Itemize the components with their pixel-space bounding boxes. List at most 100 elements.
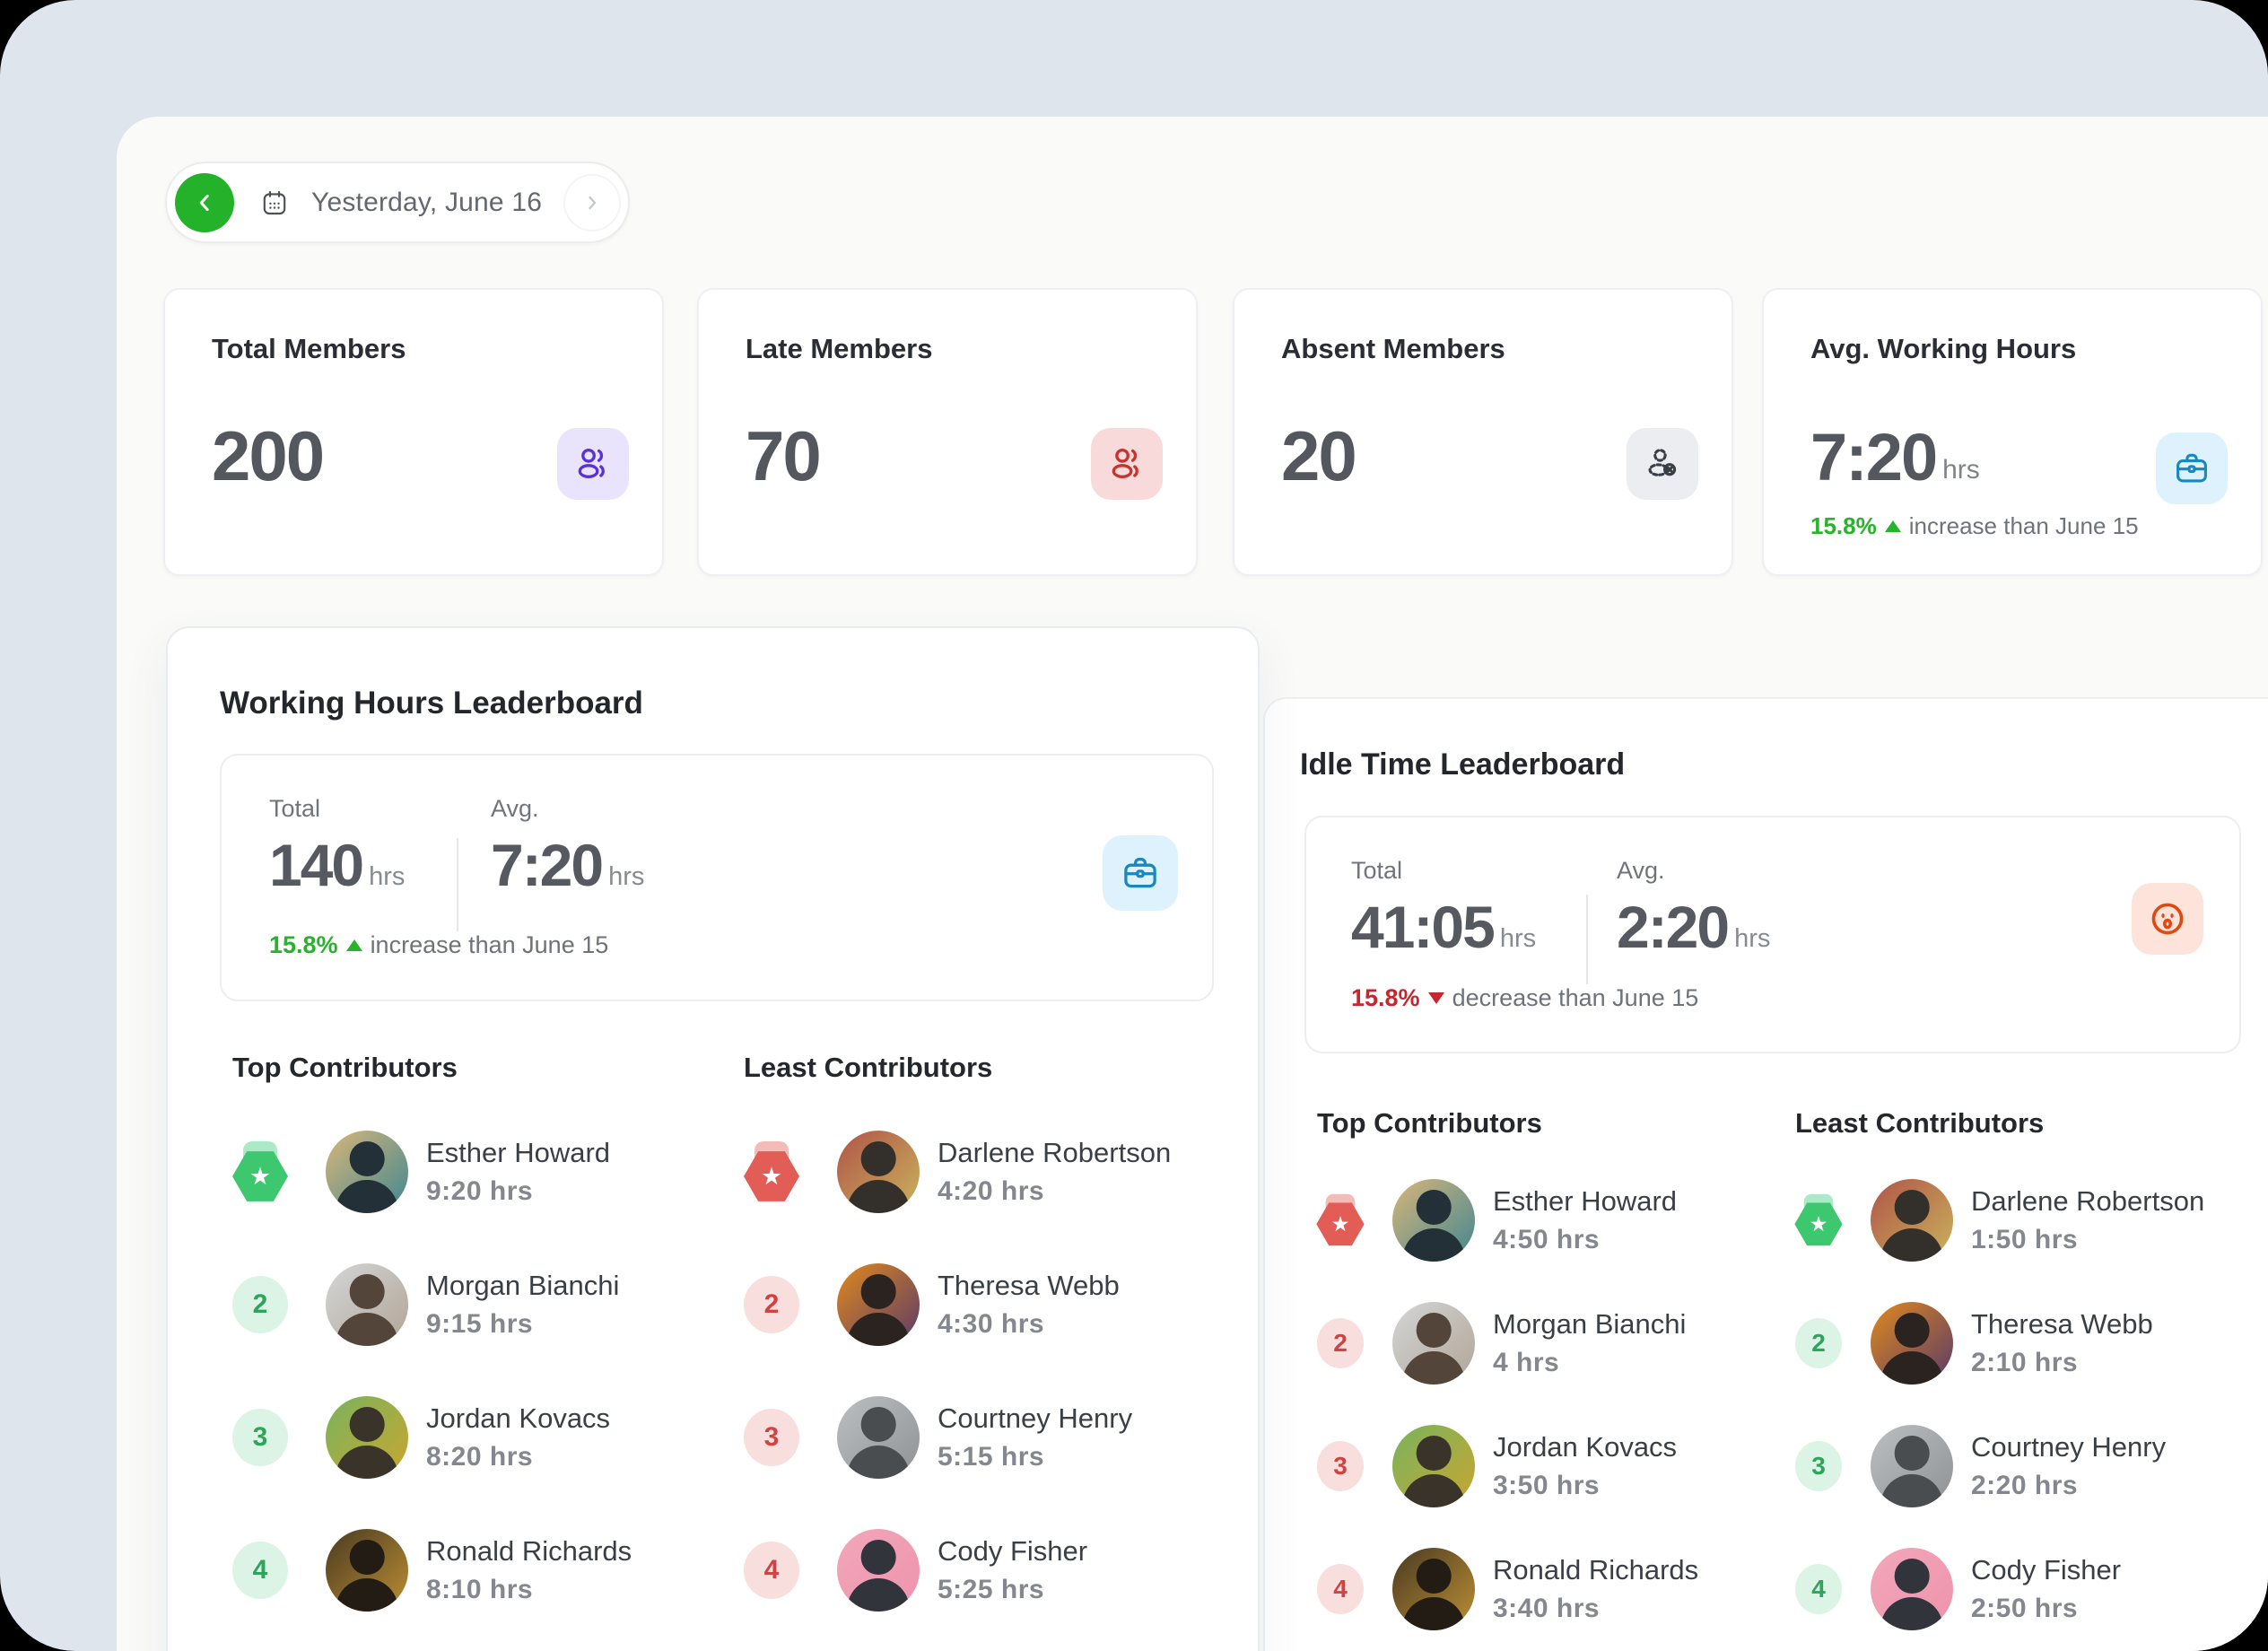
least-contributors-column: Least Contributors ★ Darlene Robertson 1… xyxy=(1794,1107,2268,1651)
member-name: Courtney Henry xyxy=(938,1402,1133,1434)
avg-value: 2:20 xyxy=(1617,894,1730,960)
member-info: Courtney Henry 2:20 hrs xyxy=(1971,1431,2166,1500)
rank-badge: 3 xyxy=(1317,1441,1364,1491)
member-hours: 9:20 hrs xyxy=(426,1176,534,1207)
rank-badge: 4 xyxy=(744,1542,799,1599)
member-hours: 5:15 hrs xyxy=(938,1442,1045,1472)
top-contributors-column: Top Contributors ★ Esther Howard 4:50 hr… xyxy=(1316,1107,1775,1651)
medal-star-icon: ★ xyxy=(744,1141,799,1202)
member-info: Darlene Robertson 4:20 hrs xyxy=(938,1136,1172,1206)
stat-title: Late Members xyxy=(746,333,933,364)
avatar xyxy=(1871,1425,1953,1507)
increase-arrow-icon xyxy=(345,939,362,951)
avg-value: 7:20 xyxy=(491,832,604,898)
stat-card-total-members: Total Members 200 xyxy=(163,288,664,576)
stat-title: Avg. Working Hours xyxy=(1810,333,2077,364)
total-group: Total 41:05 hrs xyxy=(1351,857,1536,957)
avg-label: Avg. xyxy=(491,795,539,822)
total-group: Total 140 hrs xyxy=(269,795,405,895)
working-hours-summary: Total 140 hrs Avg. 7:20 hrs 15.8% increa… xyxy=(220,754,1214,1001)
chevron-right-icon xyxy=(581,192,603,214)
next-day-button[interactable] xyxy=(563,173,621,231)
star-icon: ★ xyxy=(1316,1202,1365,1246)
leaderboard-row: 4 Cody Fisher 2:50 hrs xyxy=(1795,1548,2268,1630)
rank-number: 2 xyxy=(1317,1318,1364,1368)
total-value: 140 xyxy=(269,832,364,898)
rank-number: 4 xyxy=(744,1542,799,1599)
decrease-arrow-icon xyxy=(1427,992,1444,1004)
member-name: Esther Howard xyxy=(1493,1184,1678,1217)
avg-group: Avg. 2:20 hrs xyxy=(1617,857,1770,957)
rank-number: 2 xyxy=(744,1276,799,1333)
member-info: Ronald Richards 3:40 hrs xyxy=(1493,1554,1698,1624)
total-label: Total xyxy=(269,795,321,822)
member-info: Cody Fisher 5:25 hrs xyxy=(938,1534,1088,1605)
leaderboard-row: ★ Darlene Robertson 4:20 hrs xyxy=(744,1131,1246,1213)
member-info: Theresa Webb 2:10 hrs xyxy=(1971,1308,2153,1378)
calendar-icon xyxy=(260,188,289,217)
avatar xyxy=(1871,1179,1953,1262)
member-name: Jordan Kovacs xyxy=(426,1402,611,1434)
rank-number: 3 xyxy=(744,1409,799,1466)
rank-number: 2 xyxy=(1795,1318,1842,1368)
delta-percent: 15.8% xyxy=(269,931,338,958)
member-info: Courtney Henry 5:15 hrs xyxy=(938,1402,1133,1472)
member-hours: 3:50 hrs xyxy=(1493,1471,1601,1501)
leaderboard-row: 2 Theresa Webb 2:10 hrs xyxy=(1795,1302,2268,1385)
card-title: Working Hours Leaderboard xyxy=(220,686,643,721)
rank-number: 3 xyxy=(232,1409,288,1466)
working-hours-leaderboard-card: Working Hours Leaderboard Total 140 hrs … xyxy=(166,626,1260,1651)
avatar xyxy=(837,1396,920,1479)
member-hours: 4:30 hrs xyxy=(938,1309,1045,1340)
avatar xyxy=(326,1263,408,1346)
delta-percent: 15.8% xyxy=(1810,512,1877,539)
total-label: Total xyxy=(1351,857,1403,884)
member-name: Darlene Robertson xyxy=(938,1136,1172,1168)
member-hours: 4:50 hrs xyxy=(1493,1225,1601,1255)
avatar xyxy=(1871,1548,1953,1630)
leaderboard-row: 3 Jordan Kovacs 3:50 hrs xyxy=(1317,1425,1775,1507)
total-unit: hrs xyxy=(1499,924,1537,953)
avatar xyxy=(326,1529,408,1612)
stat-card-absent-members: Absent Members 20 xyxy=(1233,288,1733,576)
briefcase-icon xyxy=(2156,432,2228,504)
avg-unit: hrs xyxy=(608,862,645,891)
delta-percent: 15.8% xyxy=(1351,984,1420,1011)
member-hours: 9:15 hrs xyxy=(426,1309,534,1340)
medal-star-icon: ★ xyxy=(1316,1193,1365,1246)
leaderboard-row: 3 Courtney Henry 2:20 hrs xyxy=(1795,1425,2268,1507)
delta-text: increase than June 15 xyxy=(370,931,609,958)
member-name: Cody Fisher xyxy=(1971,1553,2122,1585)
medal-star-icon: ★ xyxy=(232,1141,288,1202)
delta-text: increase than June 15 xyxy=(1908,512,2139,539)
avatar xyxy=(1392,1548,1475,1630)
avatar xyxy=(837,1529,920,1612)
member-hours: 8:10 hrs xyxy=(426,1575,534,1605)
rank-badge: 4 xyxy=(1795,1564,1842,1614)
member-hours: 5:25 hrs xyxy=(938,1575,1045,1605)
leaderboard-row: 3 Jordan Kovacs 8:20 hrs xyxy=(232,1396,721,1479)
member-name: Ronald Richards xyxy=(426,1534,632,1567)
stat-value: 200 xyxy=(212,416,325,495)
leaderboard-row: ★ Esther Howard 9:20 hrs xyxy=(232,1131,721,1213)
user-absent-icon xyxy=(1627,428,1698,500)
summary-delta: 15.8% increase than June 15 xyxy=(269,931,608,959)
date-navigator[interactable]: Yesterday, June 16 xyxy=(165,162,630,243)
avatar xyxy=(837,1263,920,1346)
leaderboard-row: 4 Ronald Richards 3:40 hrs xyxy=(1317,1548,1775,1630)
stat-card-avg-working-hours: Avg. Working Hours 7:20 hrs 15.8% increa… xyxy=(1762,288,2263,576)
member-hours: 2:10 hrs xyxy=(1971,1348,2079,1378)
member-name: Cody Fisher xyxy=(938,1534,1088,1567)
member-hours: 3:40 hrs xyxy=(1493,1594,1601,1624)
rank-badge: 4 xyxy=(1317,1564,1364,1614)
member-info: Esther Howard 4:50 hrs xyxy=(1493,1184,1678,1255)
total-value: 41:05 xyxy=(1351,894,1496,960)
stat-value: 20 xyxy=(1281,416,1357,495)
member-name: Darlene Robertson xyxy=(1971,1184,2205,1217)
previous-day-button[interactable] xyxy=(175,172,234,232)
member-name: Morgan Bianchi xyxy=(1493,1307,1687,1340)
rank-badge: 2 xyxy=(232,1276,288,1333)
leaderboard-row: 2 Morgan Bianchi 9:15 hrs xyxy=(232,1263,721,1346)
stat-unit: hrs xyxy=(1942,455,1980,485)
leaderboard-row: 4 Cody Fisher 5:25 hrs xyxy=(744,1529,1246,1612)
